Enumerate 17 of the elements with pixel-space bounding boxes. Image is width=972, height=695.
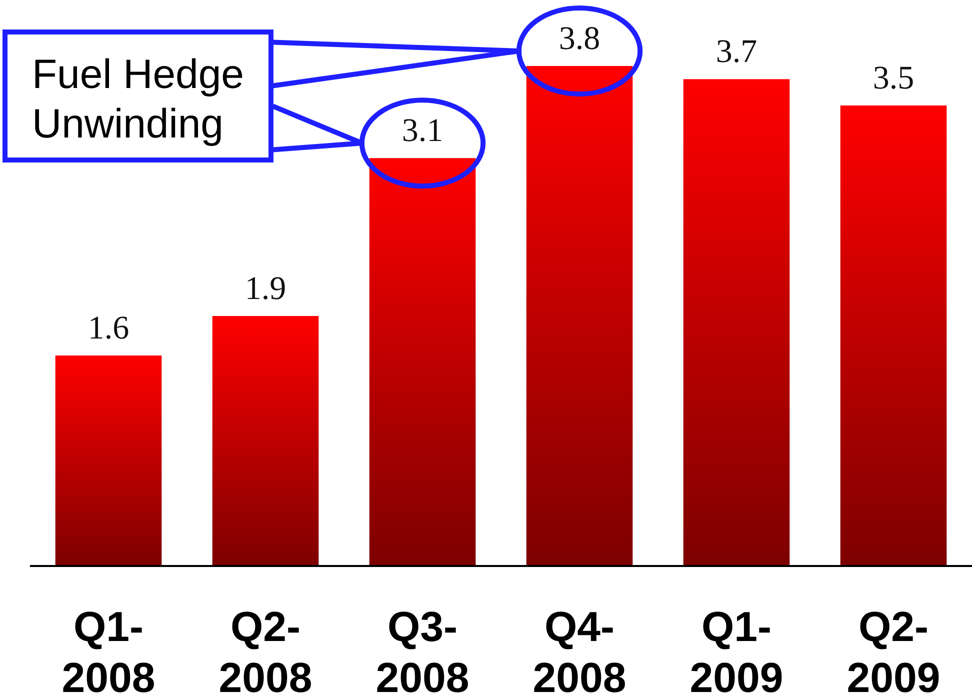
- data-label: 3.7: [716, 34, 758, 70]
- x-tick-label: Q1-2008: [62, 603, 156, 695]
- x-tick-label: Q2-2009: [846, 603, 940, 695]
- data-label: 3.1: [402, 113, 444, 150]
- x-tick-label: Q4-2008: [532, 603, 626, 695]
- bar: [840, 105, 947, 566]
- bar: [683, 79, 790, 566]
- x-tick-label: Q2-2008: [218, 603, 312, 695]
- bar: [212, 316, 319, 566]
- annotation: Fuel Hedge Unwinding: [32, 51, 244, 146]
- data-label: 1.9: [244, 271, 286, 307]
- x-tick-label: Q1-2009: [690, 603, 784, 695]
- bar: [55, 355, 162, 566]
- data-label: 3.8: [558, 21, 600, 57]
- data-label: 1.6: [88, 310, 130, 346]
- x-tick-label: Q3-2008: [376, 603, 470, 695]
- data-label: 3.5: [872, 60, 914, 96]
